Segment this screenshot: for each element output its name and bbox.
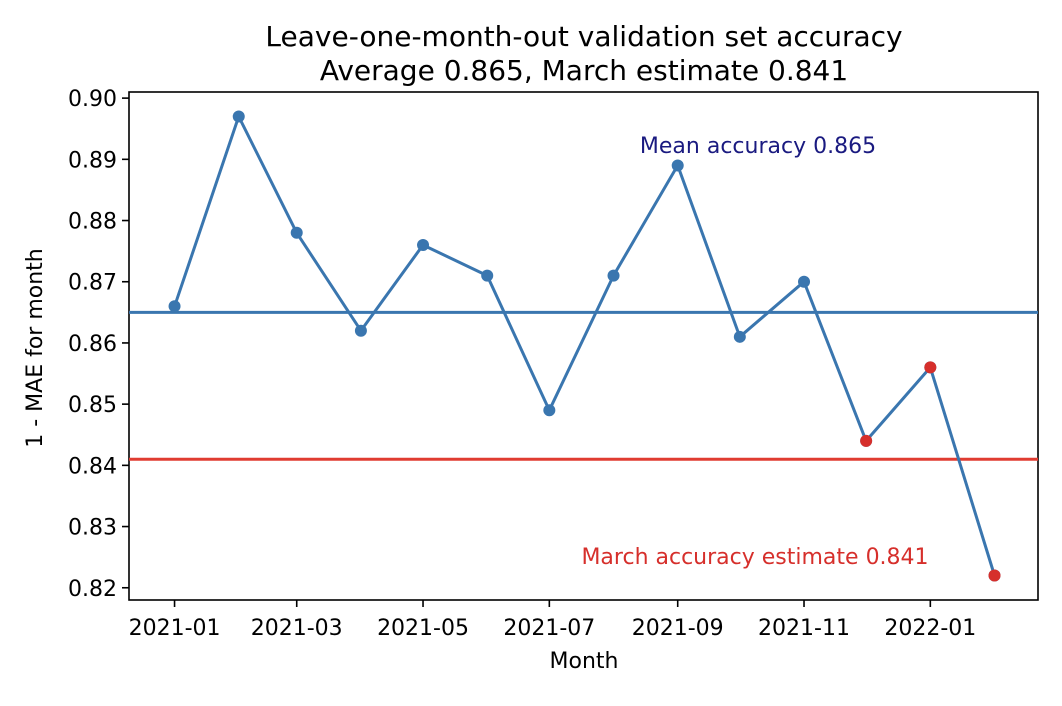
x-tick-label: 2021-05 [377, 616, 469, 641]
x-tick-label: 2021-07 [503, 616, 595, 641]
mean-accuracy-annotation: Mean accuracy 0.865 [640, 134, 876, 159]
y-tick-label: 0.86 [68, 332, 117, 357]
x-axis-label: Month [550, 649, 619, 674]
data-point [290, 226, 303, 239]
data-point [232, 110, 245, 123]
data-point [481, 269, 494, 282]
chart-title: Leave-one-month-out validation set accur… [265, 20, 902, 53]
x-tick-label: 2021-01 [129, 616, 221, 641]
x-tick-label: 2022-01 [884, 616, 976, 641]
highlighted-point [924, 361, 937, 374]
data-point [417, 239, 430, 252]
data-point [168, 300, 181, 313]
y-tick-label: 0.87 [68, 271, 117, 296]
x-tick-label: 2021-09 [632, 616, 724, 641]
axes-frame [128, 91, 1039, 601]
data-point [543, 404, 556, 417]
y-tick-label: 0.84 [68, 454, 117, 479]
data-point [671, 159, 684, 172]
y-tick-label: 0.89 [68, 148, 117, 173]
y-tick-label: 0.88 [68, 210, 117, 235]
march-estimate-annotation: March accuracy estimate 0.841 [581, 545, 928, 570]
data-point [798, 275, 811, 288]
highlighted-point [988, 569, 1001, 582]
y-tick-label: 0.82 [68, 577, 117, 602]
chart-subtitle: Average 0.865, March estimate 0.841 [320, 54, 848, 87]
y-tick-label: 0.90 [68, 87, 117, 112]
y-tick-label: 0.85 [68, 393, 117, 418]
x-tick-label: 2021-11 [758, 616, 850, 641]
data-point [607, 269, 620, 282]
highlighted-point [860, 434, 873, 447]
data-point [354, 324, 367, 337]
y-tick-label: 0.83 [68, 516, 117, 541]
y-axis-label: 1 - MAE for month [23, 248, 48, 448]
plot-area: 0.82 0.83 0.84 0.85 0.86 0.87 0.88 0.89 0.90 2021… [68, 87, 1039, 641]
series-line [173, 115, 996, 576]
data-point [733, 330, 746, 343]
x-tick-label: 2021-03 [251, 616, 343, 641]
